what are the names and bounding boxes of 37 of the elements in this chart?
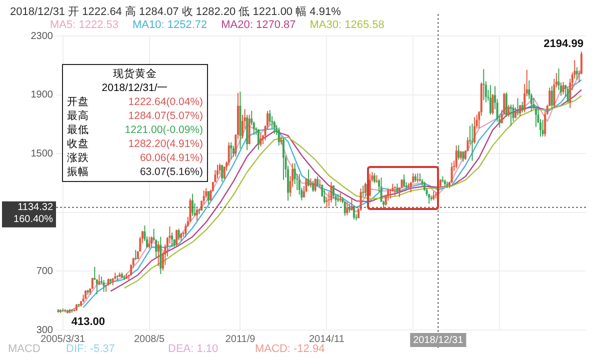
candlestick: [394, 186, 396, 196]
text: MA10: 1252.72: [132, 19, 208, 31]
y-tick-label: 300: [36, 324, 54, 336]
annotation: 最低: [67, 123, 89, 137]
annotation: 1284.07(5.07%): [128, 109, 203, 123]
text: DIF: -5.37: [66, 343, 115, 355]
annotation: 开盘: [67, 95, 89, 109]
x-tick-label: 2014/11: [308, 334, 345, 345]
ref-line-label: 2018/12/31: [413, 334, 464, 346]
y-tick-label: 2300: [30, 30, 54, 42]
text: MACD: -12.94: [255, 343, 325, 355]
annotation: 涨跌: [67, 151, 89, 165]
annotation: 1221.00(-0.09%): [124, 123, 203, 137]
text: MA30: 1265.58: [310, 19, 384, 31]
annotation: 1282.20(4.91%): [128, 137, 203, 151]
y-tick-label: 700: [36, 266, 54, 277]
annotation: 2018/12/31/一: [100, 81, 170, 95]
annotation: 现货黄金: [112, 67, 158, 81]
text: MA5: 1222.53: [50, 19, 118, 31]
annotation: 收盘: [67, 137, 89, 151]
x-tick-label: 2008/5: [134, 334, 165, 345]
annotation: 最高: [67, 109, 89, 123]
annotation: 1222.64(0.04%): [128, 95, 203, 109]
text: DEA: 1.10: [168, 343, 218, 355]
x-tick-label: 2011/9: [225, 334, 256, 345]
annotation: 振幅: [67, 165, 89, 179]
text: MA20: 1270.87: [221, 19, 296, 31]
annotation: 413.00: [71, 316, 106, 328]
x-tick-label: 2005/3/31: [40, 334, 86, 345]
annotation: 60.06(4.91%): [140, 151, 203, 165]
y-tick-label: 1500: [30, 148, 54, 160]
text: 2018/12/31 开 1222.64 高 1284.07 收 1282.20 低 1221.00 幅 4.91%: [10, 4, 341, 19]
annotation: 63.07(5.16%): [140, 165, 203, 179]
text: MACD: [8, 343, 40, 355]
y-tick-label: 1900: [30, 90, 54, 101]
annotation: 2194.99: [544, 38, 584, 50]
ref-line-label: 1134.32 160.40%: [14, 202, 54, 226]
